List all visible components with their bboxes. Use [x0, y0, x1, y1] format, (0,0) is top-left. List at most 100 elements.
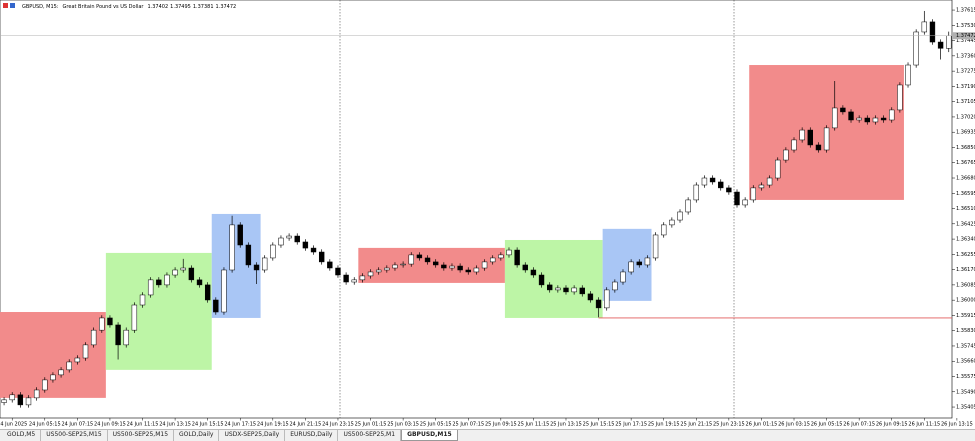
candle-body — [677, 211, 683, 221]
candle-body — [294, 235, 300, 243]
tab[interactable]: GBPUSD,M15 — [401, 430, 458, 441]
candle-body — [823, 127, 830, 151]
title-part: GBPUSD, M15: — [22, 4, 59, 10]
y-tick-label: 1.37105 — [956, 99, 975, 105]
candle-body — [595, 299, 602, 309]
tab[interactable]: EURUSD,Daily — [285, 430, 339, 441]
candle-body — [270, 244, 276, 259]
chart-layer — [0, 10, 952, 408]
tab[interactable]: US500-SEP25,M15 — [108, 430, 175, 441]
candle-body — [204, 284, 211, 301]
candle-body — [392, 264, 398, 269]
candle-body — [408, 254, 414, 265]
candle-body — [864, 117, 870, 123]
candle-body — [74, 357, 81, 363]
candle-body — [929, 21, 936, 43]
candle-body — [156, 279, 162, 286]
y-tick-label: 1.37275 — [956, 69, 975, 75]
x-tick-label: 24 Jun 11:15 — [127, 422, 159, 428]
candle-body — [709, 177, 716, 183]
candle-body — [783, 149, 789, 161]
candle-body — [547, 284, 553, 291]
candle-body — [856, 117, 862, 121]
y-tick-label: 1.35830 — [956, 328, 975, 334]
candle-body — [416, 254, 423, 259]
x-tick-label: 24 Jun 17:15 — [224, 422, 256, 428]
candle-body — [946, 35, 952, 49]
candle-body — [628, 261, 634, 273]
tab[interactable]: US500-SEP25,M1 — [338, 430, 402, 441]
title-part: 1.37381 — [193, 4, 214, 10]
x-tick-label: 26 Jun 11:15 — [908, 422, 940, 428]
candle-body — [758, 184, 765, 189]
candle-body — [905, 64, 911, 86]
x-tick-label: 24 Jun 19:15 — [257, 422, 289, 428]
candle-body — [815, 144, 822, 151]
x-tick-label: 25 Jun 05:15 — [420, 422, 452, 428]
chart-title: GBPUSD, M15: Great Britain Pound vs US Do… — [22, 4, 236, 10]
y-tick-label: 1.37360 — [956, 53, 975, 59]
candle-body — [481, 261, 488, 269]
session-box — [504, 239, 603, 318]
candle-body — [742, 199, 748, 206]
candle-body — [99, 317, 105, 331]
candle-body — [579, 287, 585, 295]
candle-body — [286, 235, 292, 239]
candle-body — [180, 267, 186, 271]
tab[interactable]: GOLD,Daily — [174, 430, 220, 441]
y-tick-label: 1.36850 — [956, 145, 975, 151]
tab[interactable]: USDX-SEP25,Daily — [219, 430, 286, 441]
y-tick-label: 1.36680 — [956, 176, 975, 182]
y-tick-label: 1.36425 — [956, 221, 975, 227]
candle-body — [791, 139, 797, 151]
icon — [10, 3, 15, 8]
candle-body — [522, 264, 528, 271]
candle-body — [457, 265, 463, 271]
y-tick-label: 1.36000 — [956, 298, 975, 304]
title-part: 1.37495 — [170, 4, 191, 10]
tab[interactable]: GOLD,M5 — [2, 430, 42, 441]
x-tick-label: 25 Jun 07:15 — [452, 422, 484, 428]
candle-body — [164, 274, 170, 286]
candle-body — [253, 264, 260, 271]
candle-body — [563, 287, 569, 293]
tab[interactable]: US500-SEP25,M15 — [41, 430, 108, 441]
candle-body — [90, 329, 97, 346]
candle-body — [384, 267, 390, 271]
current-price-box — [952, 32, 975, 40]
title-part: 1.37472 — [216, 4, 237, 10]
candle-body — [913, 31, 919, 66]
x-tick-label: 24 Jun 09:15 — [94, 422, 126, 428]
candle-body — [400, 263, 406, 266]
candle-body — [848, 111, 854, 121]
y-tick-label: 1.36765 — [956, 160, 975, 166]
candle-body — [42, 379, 48, 391]
x-tick-label: 25 Jun 21:15 — [680, 422, 712, 428]
candle-body — [661, 224, 667, 236]
candle-body — [221, 269, 227, 313]
x-tick-label: 25 Jun 17:15 — [615, 422, 647, 428]
candle-body — [490, 257, 496, 263]
x-tick-label: 25 Jun 19:15 — [648, 422, 680, 428]
candle-body — [441, 264, 447, 269]
y-tick-label: 1.35575 — [956, 374, 975, 380]
candle-body — [25, 397, 32, 406]
candle-body — [9, 394, 15, 401]
y-tick-label: 1.36510 — [956, 206, 975, 212]
candle-body — [498, 254, 504, 259]
y-tick-label: 1.35405 — [956, 405, 975, 411]
y-tick-label: 1.37530 — [956, 23, 975, 29]
candle-body — [139, 294, 146, 306]
candle-body — [840, 107, 846, 113]
candle-body — [302, 241, 309, 249]
candle-body — [766, 177, 773, 186]
candle-body — [278, 237, 284, 246]
candle-body — [82, 344, 89, 359]
candle-body — [750, 187, 756, 201]
candle-body — [897, 84, 903, 111]
candle-body — [799, 129, 805, 141]
y-tick-label: 1.37020 — [956, 114, 975, 120]
x-tick-label: 25 Jun 23:15 — [713, 422, 745, 428]
candle-body — [718, 181, 724, 189]
